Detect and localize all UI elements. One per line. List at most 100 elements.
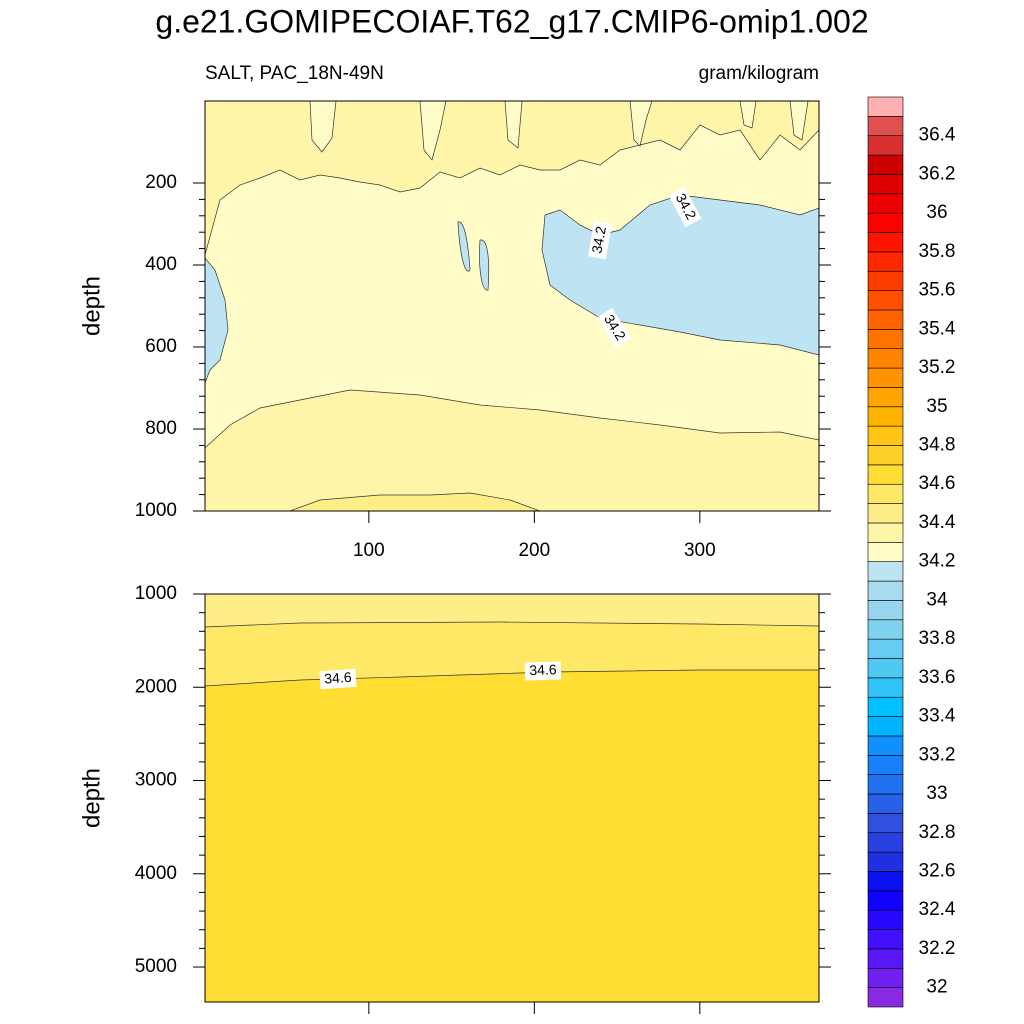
contour-region	[289, 492, 541, 511]
y-tick-label: 200	[145, 172, 177, 193]
contour-label: 34.6	[319, 668, 357, 690]
colorbar-label: 33	[926, 783, 947, 804]
colorbar-box	[867, 890, 904, 911]
colorbar-box	[867, 561, 904, 582]
y-axis-label: depth	[78, 276, 105, 336]
contour-label-box	[588, 220, 612, 260]
y-tick-label: 1000	[135, 583, 177, 604]
colorbar-box	[867, 987, 904, 1008]
contour-label-text: 34.6	[324, 669, 353, 687]
colorbar-box	[867, 232, 904, 253]
colorbar-label: 34.2	[919, 551, 956, 572]
colorbar-box	[867, 600, 904, 621]
colorbar-box	[867, 309, 904, 330]
contour-label: 34.2	[588, 220, 612, 260]
colorbar-box	[867, 193, 904, 214]
colorbar-label: 36.4	[919, 125, 956, 146]
colorbar-box	[867, 329, 904, 350]
colorbar-box	[867, 522, 904, 543]
contour-region	[205, 594, 819, 628]
colorbar-box	[867, 542, 904, 562]
colorbar-label: 35.4	[919, 318, 956, 339]
contour-region	[205, 101, 819, 256]
colorbar-label: 33.2	[919, 744, 956, 765]
chart-title: g.e21.GOMIPECOIAF.T62_g17.CMIP6-omip1.00…	[155, 3, 868, 39]
colorbar-box	[867, 425, 904, 446]
contour-region	[457, 221, 490, 291]
colorbar-box	[867, 96, 904, 117]
colorbar-label: 36.2	[919, 163, 956, 184]
colorbar-label: 32.8	[919, 822, 956, 843]
colorbar-box	[867, 638, 904, 659]
colorbar-box	[867, 754, 904, 775]
contour-label-box	[319, 668, 357, 690]
colorbar-label: 34	[926, 589, 948, 610]
y-tick-label: 2000	[135, 676, 177, 697]
colorbar-box	[867, 871, 904, 892]
colorbar-box	[867, 948, 904, 969]
colorbar-box	[867, 464, 904, 485]
colorbar-box	[867, 348, 904, 369]
colorbar-label: 36	[926, 202, 947, 223]
contour-label-box	[596, 307, 632, 349]
colorbar-label: 35.2	[919, 357, 956, 378]
colorbar-box	[867, 367, 904, 388]
colorbar-label: 33.6	[919, 667, 956, 688]
colorbar-box	[867, 929, 904, 950]
colorbar-label: 32.2	[919, 938, 956, 959]
colorbar-label: 34.6	[919, 473, 956, 494]
plot-frame	[204, 593, 820, 1003]
y-axis-label: depth	[78, 768, 105, 828]
panel-bottom-fields	[205, 594, 819, 1002]
colorbar-label: 32.4	[919, 899, 956, 920]
contour-label: 34.6	[524, 661, 562, 681]
subtitle-left: SALT, PAC_18N-49N	[205, 63, 384, 84]
colorbar-box	[867, 135, 904, 156]
y-tick-label: 600	[145, 336, 177, 357]
colorbar-box	[867, 813, 904, 834]
y-tick-label: 400	[145, 254, 177, 275]
colorbar-label: 35.6	[919, 280, 956, 301]
y-tick-label: 4000	[135, 863, 177, 884]
colorbar-box	[867, 619, 904, 640]
contour-label-box	[524, 661, 562, 681]
colorbar-box	[867, 851, 904, 872]
y-tick-label: 5000	[135, 956, 177, 977]
y-tick-label: 3000	[135, 770, 177, 791]
colorbar-box	[867, 270, 904, 291]
contour-region	[205, 257, 229, 384]
colorbar-box	[867, 290, 904, 311]
subtitle-right: gram/kilogram	[699, 63, 819, 84]
colorbar-box	[867, 406, 904, 427]
colorbar-label: 32	[926, 977, 947, 998]
colorbar-label: 33.8	[919, 628, 956, 649]
colorbar-label: 33.4	[919, 706, 956, 727]
colorbar-box	[867, 483, 904, 504]
colorbar-label: 35	[926, 396, 947, 417]
colorbar-box	[867, 774, 904, 795]
colorbar-box	[867, 174, 904, 195]
contour-region	[205, 389, 819, 511]
colorbar-box	[867, 580, 904, 601]
contour-label-text: 34.2	[588, 225, 609, 255]
colorbar-box	[867, 251, 904, 272]
panel-top-fields	[205, 101, 819, 511]
colorbar-box	[867, 735, 904, 756]
colorbar-label: 32.6	[919, 860, 956, 881]
x-tick-label: 100	[353, 540, 385, 561]
x-tick-label: 300	[684, 540, 716, 561]
colorbar-box	[867, 832, 904, 853]
colorbar-box	[867, 387, 904, 408]
colorbar-box	[867, 677, 904, 698]
colorbar-box	[867, 967, 904, 988]
colorbar-label: 35.8	[919, 241, 956, 262]
colorbar-label: 34.4	[919, 512, 956, 533]
plot-frame	[204, 100, 820, 512]
contour-label-box	[668, 186, 702, 228]
colorbar-box	[867, 154, 904, 175]
contour-region	[309, 101, 809, 161]
colorbar-box	[867, 793, 904, 814]
y-tick-label: 1000	[135, 500, 177, 521]
contour-label-text: 34.6	[529, 661, 557, 678]
